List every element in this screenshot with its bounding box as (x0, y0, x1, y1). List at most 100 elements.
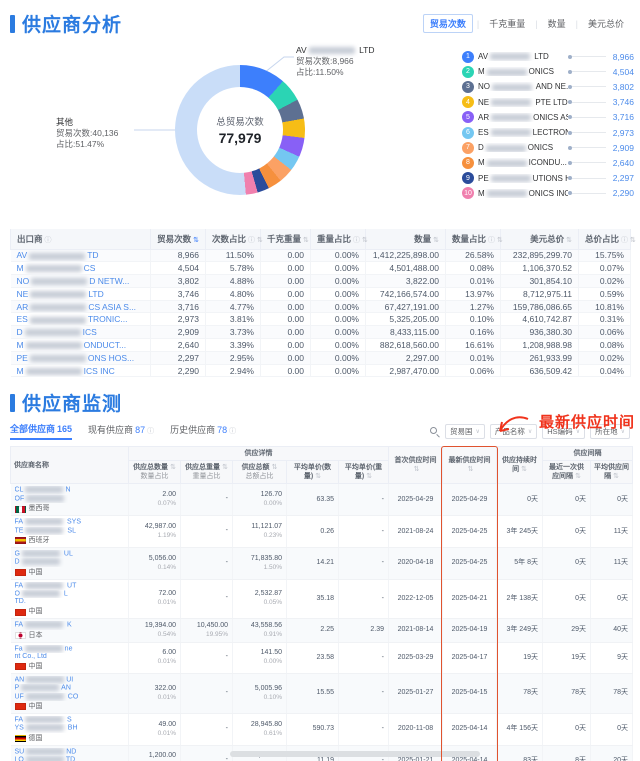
supplier-row[interactable]: FA K 日本 19,394.00 0.54% 10,450.00 19.95% 4… (10, 618, 633, 643)
sort-icon[interactable]: ⇅ (575, 473, 581, 481)
supplier-name-link[interactable]: FA K (14, 621, 72, 629)
supplier-row[interactable]: G UL D 中国 5,056.00 0.14% - 71,835.80 1.50% … (10, 547, 633, 580)
sort-icon[interactable]: ⇅ (222, 464, 228, 472)
cell-usd: 636,509.42 (500, 364, 579, 378)
exporter-link[interactable]: D ICS (16, 327, 97, 338)
donut-ring[interactable]: 总贸易次数 77,979 (175, 65, 305, 195)
sort-icon[interactable]: ⇅ (315, 473, 322, 481)
sort-icon[interactable]: ⇅ (467, 466, 474, 474)
tab-all-suppliers[interactable]: 全部供应商 165 (10, 422, 73, 441)
tab-trade-count[interactable]: 贸易次数 (422, 14, 473, 33)
supplier-row[interactable]: FA UT O L TD. 中国 72.00 0.01% - 2,532.87 0.05… (10, 579, 633, 620)
supplier-country: 墨西哥 (14, 505, 125, 513)
supplier-name-link[interactable]: G UL D (14, 549, 73, 566)
legend-item[interactable]: 1 AV LTD 8,966 (462, 49, 634, 64)
filter-bar: 贸易国 ∨ 产品名称 ∨ HS编码 ∨ 所在地 ∨ (429, 423, 630, 439)
info-icon[interactable]: ⓘ (488, 236, 496, 244)
sort-icon[interactable]: ⇅ (193, 236, 199, 244)
sort-icon[interactable]: ⇅ (433, 236, 439, 244)
legend-item[interactable]: 8 M ICONDU... 2,640 (462, 155, 634, 170)
info-icon[interactable]: ⓘ (353, 236, 361, 244)
exporter-link[interactable]: M CS (16, 263, 96, 274)
supplier-row[interactable]: AN UI P AN UF CO 中国 322.00 0.01% - 5,005.96 0.… (10, 673, 633, 714)
sort-icon[interactable]: ⇅ (170, 464, 176, 472)
supplier-name-link[interactable]: FA SYS TE SL (14, 518, 82, 534)
legend-trend-indicator (568, 191, 606, 196)
supplier-name-link[interactable]: FA UT O L TD. (14, 581, 77, 606)
tab-history-suppliers[interactable]: 历史供应商 78 ⓘ (170, 425, 237, 436)
exporter-row[interactable]: D ICS 2,909 3.73% 0.00 0.00% 8,433,115.00… (10, 325, 631, 340)
exporter-row[interactable]: NE LTD 3,746 4.80% 0.00 0.00% 742,166,574… (10, 287, 631, 301)
cell-latest-supply: 2025-04-17 (442, 642, 497, 674)
sort-icon[interactable]: ⇅ (630, 236, 636, 244)
legend-item[interactable]: 7 D ONICS 2,909 (462, 140, 634, 155)
info-icon[interactable]: ⓘ (229, 428, 237, 436)
exporter-name-cell: NO D NETW... (10, 274, 151, 288)
exporter-link[interactable]: AR CS ASIA S... (16, 301, 137, 312)
exporter-link[interactable]: NE LTD (16, 288, 104, 299)
supplier-row[interactable]: Fa ne nt Co., Ltd 中国 6.00 0.01% - 141.50 0.0… (10, 642, 633, 674)
exporter-row[interactable]: ES TRONIC... 2,973 3.81% 0.00 0.00% 5,325… (10, 312, 631, 327)
exporter-link[interactable]: PE ONS HOS... (16, 352, 135, 363)
cell-usd-pct: 15.75% (578, 249, 631, 263)
exporter-row[interactable]: NO D NETW... 3,802 4.88% 0.00 0.00% 3,822… (10, 274, 631, 288)
exporter-link[interactable]: AV TD (16, 250, 99, 261)
search-icon[interactable] (429, 426, 440, 437)
sort-icon[interactable]: ⇅ (521, 466, 527, 474)
tab-current-suppliers[interactable]: 现有供应商 87 ⓘ (88, 425, 155, 436)
supplier-row[interactable]: CL N OF 墨西哥 2.00 0.07% - 126.70 0.00% 63.35 … (10, 483, 633, 517)
legend-item[interactable]: 3 NO AND NE... 3,802 (462, 79, 634, 94)
filter-hs-code[interactable]: HS编码 ∨ (542, 423, 586, 439)
cell-avg-gap: 0天 (590, 713, 633, 746)
legend-item[interactable]: 4 NE PTE LTD 3,746 (462, 95, 634, 110)
exporter-row[interactable]: AR CS ASIA S... 3,716 4.77% 0.00 0.00% 67… (10, 300, 631, 314)
sort-icon[interactable]: ⇅ (257, 236, 263, 244)
exporter-link[interactable]: M ICS INC (16, 365, 115, 376)
supplier-name-link[interactable]: SU ND LO TD (14, 747, 77, 761)
sort-icon[interactable]: ⇅ (497, 236, 503, 244)
legend-item[interactable]: 10 M ONICS INC 2,290 (462, 186, 634, 201)
exporter-link[interactable]: NO D NETW... (16, 275, 130, 286)
info-icon[interactable]: ⓘ (621, 236, 629, 244)
cell-duration: 19天 (496, 642, 543, 674)
supplier-name-link[interactable]: Fa ne nt Co., Ltd (14, 644, 73, 660)
exporter-row[interactable]: M CS 4,504 5.78% 0.00 0.00% 4,501,488.00 … (10, 261, 631, 276)
sort-icon[interactable]: ⇅ (362, 236, 368, 244)
info-icon[interactable]: ⓘ (147, 428, 155, 436)
supplier-name-link[interactable]: CL N OF (14, 486, 71, 503)
sort-icon[interactable]: ⇅ (366, 473, 373, 481)
supplier-row[interactable]: FA SYS TE SL 西班牙 42,987.00 1.19% - 11,121.… (10, 515, 633, 548)
info-icon[interactable]: ⓘ (248, 236, 256, 244)
sort-icon[interactable]: ⇅ (303, 236, 309, 244)
tab-quantity[interactable]: 数量 (547, 19, 566, 29)
exporter-row[interactable]: M ICS INC 2,290 2.94% 0.00 0.00% 2,987,47… (10, 364, 631, 378)
scrollbar-thumb[interactable] (230, 751, 480, 757)
cell-avg-gap: 0天 (590, 579, 633, 620)
exporter-row[interactable]: AV TD 8,966 11.50% 0.00 0.00% 1,412,225,8… (10, 249, 631, 263)
filter-product-name[interactable]: 产品名称 ∨ (489, 423, 538, 439)
exporter-row[interactable]: PE ONS HOS... 2,297 2.95% 0.00 0.00% 2,29… (10, 351, 631, 365)
supplier-name-cell: FA UT O L TD. 中国 (10, 579, 129, 620)
legend-item[interactable]: 2 M ONICS 4,504 (462, 64, 634, 79)
supplier-name-link[interactable]: AN UI P AN UF CO (14, 675, 79, 700)
tab-usd-total[interactable]: 美元总价 (587, 19, 624, 29)
exporter-link[interactable]: ES TRONIC... (16, 314, 128, 325)
exporter-row[interactable]: M ONDUCT... 2,640 3.39% 0.00 0.00% 882,61… (10, 338, 631, 352)
info-icon[interactable]: ⓘ (44, 236, 52, 244)
sort-icon[interactable]: ⇅ (566, 236, 572, 244)
legend-item[interactable]: 6 ESLECTRON... 2,973 (462, 125, 634, 140)
legend-value: 8,966 (612, 51, 634, 62)
filter-trade-country[interactable]: 贸易国 ∨ (444, 423, 485, 439)
supplier-name-link[interactable]: FA S YS BH (14, 715, 78, 732)
cell-usd: 4,610,742.87 (500, 312, 579, 327)
tab-kg-weight[interactable]: 千克重量 (489, 19, 526, 29)
cell-kg-pct: 0.00% (310, 261, 366, 276)
supplier-row[interactable]: FA S YS BH 德国 49.00 0.01% - 28,945.80 0.61%… (10, 713, 633, 746)
sort-icon[interactable]: ⇅ (613, 473, 619, 481)
sort-icon[interactable]: ⇅ (271, 464, 278, 472)
exporter-link[interactable]: M ONDUCT... (16, 339, 127, 350)
sort-icon[interactable]: ⇅ (413, 466, 420, 474)
filter-location[interactable]: 所在地 ∨ (590, 423, 630, 439)
